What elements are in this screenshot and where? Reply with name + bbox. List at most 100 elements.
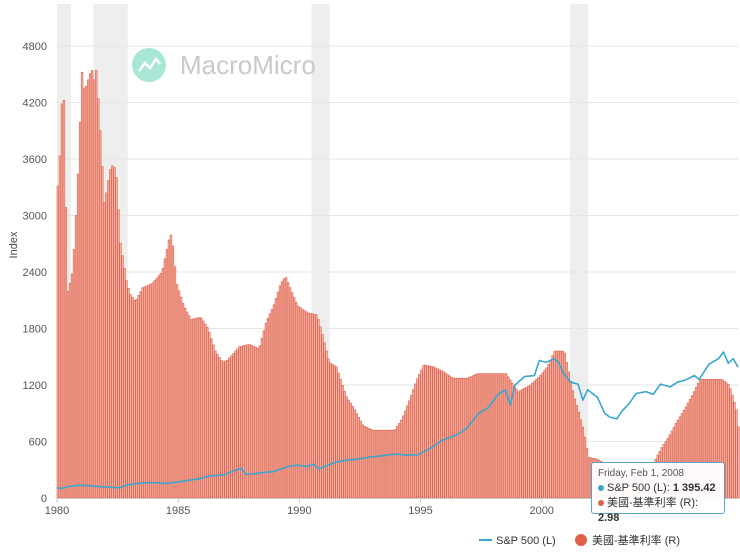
rate-bar-138 <box>335 366 338 499</box>
rate-bar-120 <box>299 307 302 499</box>
rate-bar-234 <box>529 384 532 499</box>
rate-bar-15 <box>86 79 90 499</box>
rate-bar-189 <box>438 369 441 499</box>
rate-bar-241 <box>543 370 546 499</box>
rate-bar-70 <box>198 317 201 499</box>
tooltip-sp500-row: S&P 500 (L): 1 395.42 <box>598 481 718 496</box>
legend-rate-label[interactable]: 美國-基準利率 (R) <box>592 533 680 547</box>
x-tick-1980: 1980 <box>45 505 69 517</box>
rate-bar-235 <box>531 382 534 499</box>
rate-bar-242 <box>545 367 548 499</box>
rate-bar-256 <box>573 398 577 499</box>
watermark-text: MacroMicro <box>180 50 316 80</box>
sp500-line <box>56 351 739 490</box>
rate-bar-179 <box>418 374 421 499</box>
rate-bar-27 <box>111 165 114 499</box>
rate-bar-30 <box>117 209 120 499</box>
rate-bar-21 <box>99 130 102 499</box>
rate-bar-177 <box>414 383 417 499</box>
rate-bar-246 <box>553 350 556 499</box>
rate-bar-140 <box>339 378 342 499</box>
rate-bar-123 <box>305 311 308 499</box>
rate-bar-59 <box>175 284 179 499</box>
rate-bar-16 <box>89 73 92 499</box>
rate-bar-3 <box>62 99 66 499</box>
rate-bar-33 <box>123 267 126 499</box>
rate-bar-261 <box>583 436 587 499</box>
rate-bar-248 <box>557 350 560 499</box>
rate-bar-11 <box>78 121 82 499</box>
rate-bar-35 <box>127 288 130 499</box>
rate-bar-101 <box>260 337 263 499</box>
x-tick-1995: 1995 <box>408 505 432 517</box>
tooltip-date: Friday, Feb 1, 2008 <box>598 468 684 479</box>
rate-bar-91 <box>240 345 243 499</box>
rate-bar-227 <box>515 388 518 499</box>
rate-bar-160 <box>379 429 383 499</box>
rate-bar-169 <box>398 422 401 499</box>
y-axis-label: Index <box>8 231 20 258</box>
rate-bar-254 <box>569 380 572 499</box>
x-tick-2000: 2000 <box>529 505 553 517</box>
rate-bar-43 <box>143 286 146 499</box>
rate-bar-31 <box>119 242 122 499</box>
rate-bar-159 <box>377 429 381 499</box>
rate-bar-182 <box>424 364 427 499</box>
rate-bar-224 <box>509 379 512 499</box>
legend[interactable]: S&P 500 (L) 美國-基準利率 (R) <box>479 533 680 547</box>
rate-bar-136 <box>331 364 334 499</box>
rate-bar-137 <box>333 365 336 499</box>
legend-sp500-label[interactable]: S&P 500 (L) <box>496 535 556 547</box>
rate-bar-86 <box>230 355 233 499</box>
y-tick-4800: 4800 <box>23 41 47 53</box>
rate-bar-125 <box>309 313 312 499</box>
rate-bar-39 <box>135 298 138 499</box>
rate-bar-79 <box>216 353 219 499</box>
rate-bar-211 <box>482 373 486 499</box>
rate-bar-68 <box>194 318 197 499</box>
rate-bar-196 <box>452 377 455 499</box>
rate-bar-90 <box>238 346 241 499</box>
rate-bar-41 <box>139 291 142 499</box>
rate-bar-187 <box>434 367 437 499</box>
rate-bar-173 <box>406 405 409 499</box>
rate-bar-252 <box>565 362 568 499</box>
rate-bars <box>56 70 740 499</box>
y-tick-4200: 4200 <box>23 98 47 110</box>
rate-bar-156 <box>371 429 375 499</box>
rate-bar-171 <box>402 415 405 499</box>
rate-bar-165 <box>389 429 393 499</box>
rate-bar-240 <box>541 372 544 499</box>
rate-bar-128 <box>315 314 318 499</box>
rate-bar-45 <box>147 284 150 499</box>
rate-bar-119 <box>297 305 300 499</box>
rate-bar-36 <box>129 294 132 499</box>
rate-bar-255 <box>571 390 575 499</box>
rate-bar-37 <box>131 297 134 499</box>
rate-bar-18 <box>93 79 96 499</box>
rate-bar-148 <box>355 413 358 499</box>
rate-bar-110 <box>278 285 282 499</box>
rate-bar-200 <box>460 377 463 499</box>
rate-bar-142 <box>343 391 346 499</box>
rate-bar-105 <box>268 313 272 499</box>
rate-bar-8 <box>72 249 76 499</box>
rate-bar-96 <box>250 345 253 499</box>
rate-bar-226 <box>513 385 516 499</box>
rate-bar-157 <box>373 429 377 499</box>
rate-bar-53 <box>163 258 167 499</box>
rate-bar-230 <box>521 389 524 499</box>
tooltip: Friday, Feb 1, 2008 S&P 500 (L): 1 395.4… <box>591 462 725 524</box>
y-tick-1200: 1200 <box>23 380 47 392</box>
tooltip-rate-value: 2.98 <box>598 512 620 524</box>
rate-bar-117 <box>292 297 296 499</box>
rate-bar-183 <box>426 365 429 499</box>
rate-bar-57 <box>171 245 175 499</box>
rate-bar-141 <box>341 384 344 499</box>
rate-bar-333 <box>729 388 732 499</box>
rate-bar-218 <box>496 373 500 499</box>
sp500-line-layer <box>56 351 739 490</box>
rate-bar-1 <box>58 155 62 499</box>
rate-bar-100 <box>258 345 261 499</box>
